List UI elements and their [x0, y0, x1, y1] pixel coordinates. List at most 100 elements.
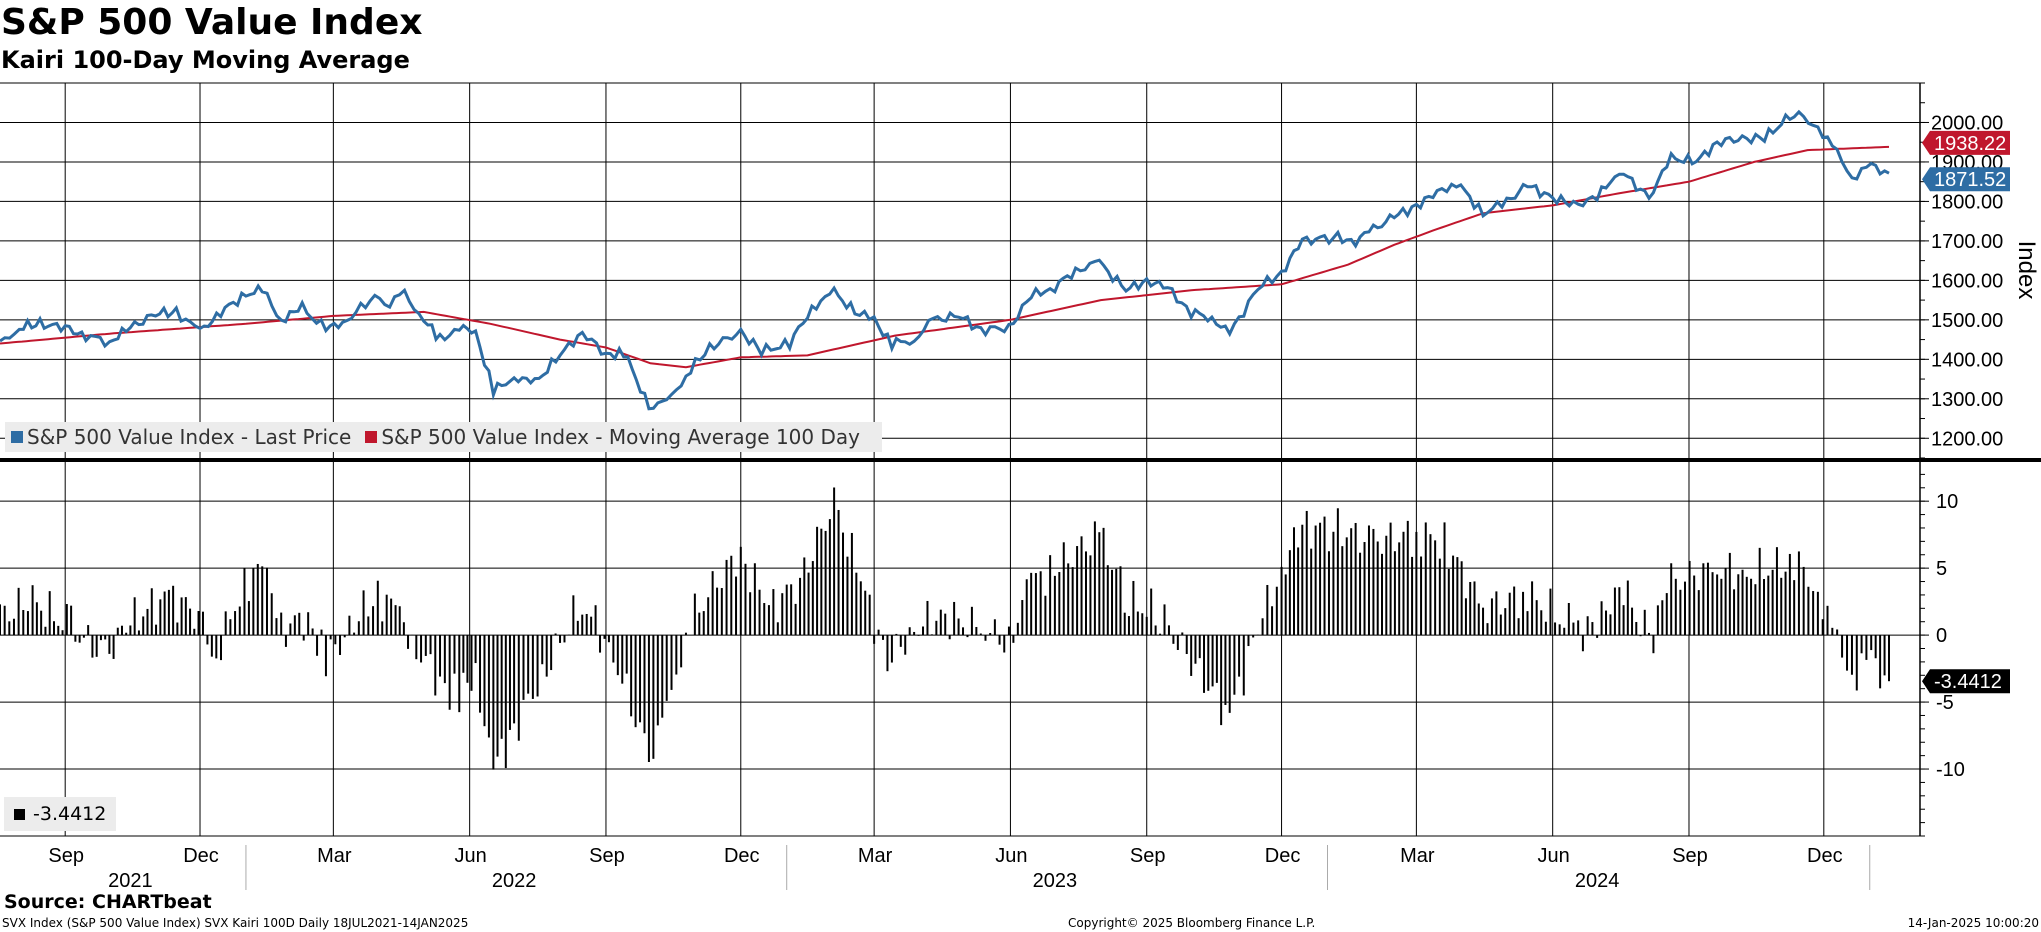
kairi-bar [1398, 542, 1401, 636]
kairi-bar [1211, 635, 1214, 687]
kairi-bar [1572, 622, 1575, 636]
kairi-bar [462, 635, 465, 673]
kairi-bar [415, 635, 418, 660]
kairi-bar [984, 635, 987, 641]
kairi-bar [1323, 516, 1326, 636]
kairi-bar [1319, 522, 1322, 636]
kairi-bar [1062, 542, 1065, 636]
kairi-bar [1003, 635, 1006, 653]
kairi-bar [684, 632, 687, 636]
y-tick-label: -5 [1936, 692, 1954, 714]
kairi-bar [155, 624, 158, 636]
kairi-bar [913, 631, 916, 636]
kairi-bar [189, 608, 192, 636]
legend-item-price: S&P 500 Value Index - Last Price [11, 425, 351, 449]
kairi-bar [220, 635, 223, 661]
kairi-bar [763, 603, 766, 636]
kairi-bar [1793, 580, 1796, 636]
kairi-bar [1473, 581, 1476, 636]
kairi-bar [172, 585, 175, 636]
kairi-bar [270, 593, 273, 636]
kairi-bar [1310, 548, 1313, 636]
kairi-bar [3, 605, 6, 636]
kairi-bar [1176, 635, 1179, 650]
y-tick-label: -10 [1936, 759, 1965, 781]
kairi-bar [1456, 557, 1459, 636]
kairi-bar [772, 589, 775, 636]
kairi-bar [828, 519, 831, 636]
kairi-bar [1609, 614, 1612, 636]
y-axis-title: Index [2013, 241, 2040, 300]
kairi-bar [781, 593, 784, 636]
kairi-bar [590, 616, 593, 636]
kairi-bar [1526, 611, 1529, 636]
kairi-bar [1247, 635, 1250, 647]
kairi-bar [1058, 572, 1061, 636]
kairi-bar [215, 635, 218, 659]
kairi-bar [541, 635, 544, 665]
x-year-label: 2023 [1033, 870, 1078, 892]
kairi-bar [576, 620, 579, 636]
kairi-bar [1460, 561, 1463, 636]
ma-100-line [0, 145, 1890, 369]
kairi-bar [362, 590, 365, 636]
x-tick-label: Dec [1807, 845, 1843, 867]
kairi-bar [935, 620, 938, 636]
x-year-label: 2022 [492, 870, 537, 892]
kairi-bar [1084, 551, 1087, 636]
kairi-bar [1261, 618, 1264, 636]
x-tick-label: Mar [858, 845, 893, 867]
kairi-bar [1513, 586, 1516, 636]
x-tick-label: Dec [183, 845, 219, 867]
kairi-bar [1198, 635, 1201, 659]
kairi-bar [1577, 620, 1580, 636]
kairi-bar [1508, 592, 1511, 636]
kairi-bar [1544, 621, 1547, 636]
kairi-bar [749, 592, 752, 636]
kairi-bar [116, 627, 119, 636]
kairi-bar [1089, 555, 1092, 636]
kairi-bar [1522, 591, 1525, 636]
kairi-bar [376, 580, 379, 636]
kairi-bar [193, 628, 196, 636]
kairi-bar [1750, 578, 1753, 636]
kairi-bar [1586, 616, 1589, 636]
kairi-bar [545, 635, 548, 677]
y-tick-label: 1800.00 [1931, 191, 2003, 213]
kairi-bar [698, 612, 701, 636]
kairi-bar [381, 621, 384, 636]
kairi-bar [1656, 605, 1659, 636]
kairi-bar [1207, 635, 1210, 691]
kairi-bar [125, 632, 128, 636]
kairi-bar [675, 635, 678, 675]
kairi-bar [1203, 635, 1206, 693]
kairi-bar [224, 611, 227, 636]
kairi-bar [1172, 635, 1175, 644]
kairi-bar [1385, 535, 1388, 636]
kairi-bar [652, 635, 655, 759]
kairi-legend: -3.4412 [4, 797, 117, 831]
kairi-bar [877, 629, 880, 636]
kairi-bar [1150, 588, 1153, 636]
kairi-bar [998, 635, 1001, 645]
kairi-bar [439, 635, 442, 677]
x-tick-label: Sep [1130, 845, 1166, 867]
kairi-bar [1596, 635, 1599, 638]
kairi-bar [1767, 575, 1770, 636]
kairi-bar [44, 626, 47, 636]
kairi-bar [1393, 551, 1396, 636]
legend-swatch-price [11, 431, 23, 443]
kairi-bar [908, 627, 911, 636]
kairi-bar [261, 566, 264, 636]
kairi-bar [962, 627, 965, 636]
kairi-bar [99, 635, 102, 641]
kairi-bar [176, 622, 179, 636]
kairi-bar [22, 610, 25, 636]
x-tick-label: Jun [1538, 845, 1570, 867]
kairi-bar [1706, 562, 1709, 636]
kairi-bar [680, 635, 683, 668]
kairi-bar [385, 594, 388, 636]
kairi-bar [1652, 635, 1655, 654]
kairi-bar [1305, 510, 1308, 636]
kairi-bar [1341, 546, 1344, 636]
